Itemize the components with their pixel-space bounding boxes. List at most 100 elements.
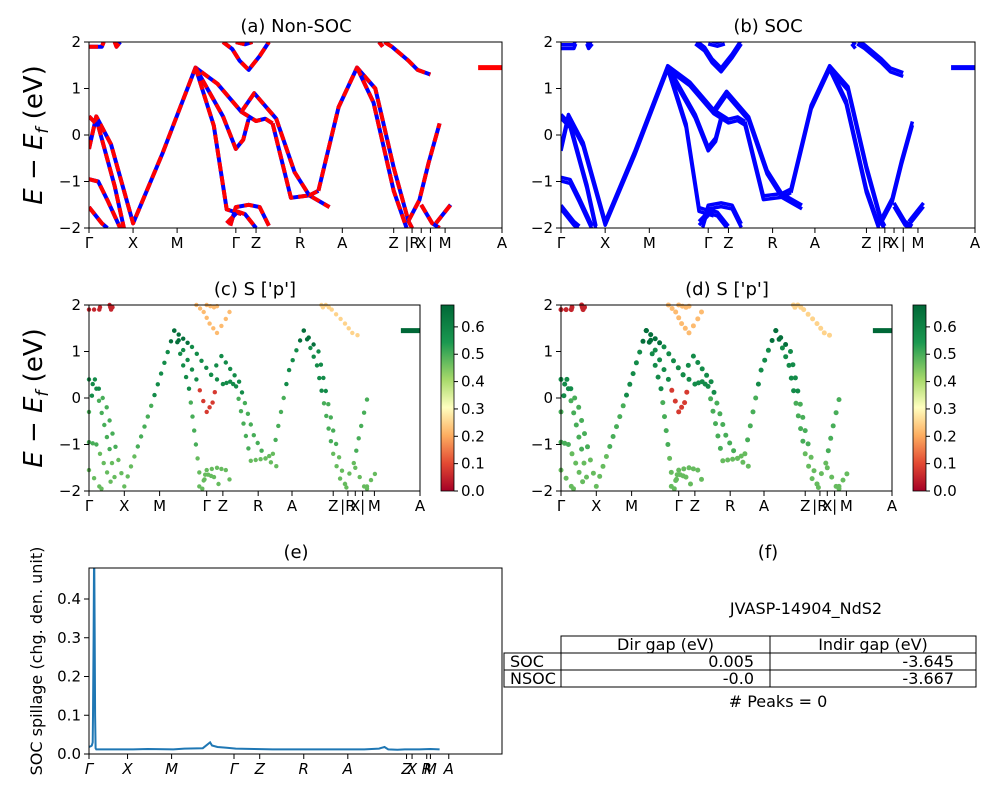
panel-d-point: [679, 321, 685, 327]
panel-b-band: [743, 121, 803, 207]
panel-d-point: [762, 357, 768, 363]
panel-c-point: [193, 442, 199, 447]
panel-d-point: [681, 466, 687, 472]
panel-d-point: [801, 307, 807, 313]
panel-c-point: [318, 362, 324, 367]
panel-d-point: [579, 446, 585, 452]
panel-b-xtick-label: A: [970, 234, 981, 252]
panel-a-band-down: [383, 42, 432, 77]
panel-c-point: [125, 474, 130, 479]
panel-d-title: (d) S ['p']: [685, 279, 769, 300]
panel-c-point: [336, 455, 342, 460]
panel-d-colorbar-label: 0.4: [933, 373, 957, 391]
panel-c-point: [359, 423, 364, 429]
panel-c-point: [212, 390, 217, 395]
panel-c-xtick-label: M: [368, 497, 381, 515]
panel-c-point: [236, 396, 241, 401]
panel-c-point: [96, 398, 102, 403]
panel-d-point: [715, 433, 721, 439]
panel-c-ytick-label: 0: [71, 389, 81, 407]
panel-d-xtick-label: A: [887, 497, 898, 515]
panel-c-point: [192, 428, 197, 433]
panel-d-point: [630, 371, 636, 377]
panel-d-point: [665, 442, 671, 447]
panel-d-point: [585, 444, 590, 450]
panel-b-band: [856, 42, 904, 75]
panel-c-point: [197, 306, 203, 311]
panel-d-point: [713, 421, 718, 427]
panel-c-point: [186, 386, 192, 391]
panel-c-point: [119, 471, 124, 476]
panel-c-xtick-label: R: [253, 497, 263, 515]
panel-d-point: [792, 304, 798, 310]
panel-c-point: [91, 476, 97, 481]
panel-c-point: [354, 448, 359, 453]
panel-d-point: [561, 393, 567, 399]
panel-c-point: [267, 453, 272, 459]
panel-d-colorbar-label: 0.6: [933, 318, 957, 336]
panel-c-point: [207, 405, 212, 410]
panel-c-point: [319, 388, 324, 393]
panel-d-point: [675, 365, 681, 371]
panel-d-point: [720, 422, 726, 427]
panel-d-point: [686, 465, 692, 471]
panel-d-point: [590, 470, 596, 476]
panel-c-point: [97, 305, 103, 310]
panel-a-band-down: [225, 209, 258, 228]
panel-b-band: [561, 175, 594, 227]
panel-c-point: [194, 377, 199, 382]
panel-b-band: [907, 205, 925, 227]
panel-c-point: [155, 382, 160, 387]
panel-d-point: [825, 448, 831, 454]
panel-e-xtick-label: R: [299, 760, 309, 778]
panel-c-point: [321, 401, 327, 406]
panel-d-point: [680, 372, 686, 378]
panel-c-point: [263, 456, 268, 461]
panel-c-point: [239, 390, 245, 395]
panel-d-point: [658, 386, 664, 392]
panel-d-point: [808, 454, 814, 460]
panel-d-ytick-label: −1: [531, 436, 553, 454]
panel-b-band: [712, 89, 792, 196]
panel-d-point: [688, 481, 693, 487]
panel-a-band-down: [406, 220, 414, 228]
panel-c-point: [197, 388, 202, 393]
panel-d-point: [800, 414, 806, 420]
panel-d-point: [773, 328, 779, 334]
panel-c-point: [190, 414, 195, 419]
panel-c-point: [223, 316, 228, 322]
panel-d-point: [671, 358, 676, 364]
panel-c-point: [342, 481, 348, 487]
panel-d-point: [652, 362, 658, 368]
panel-f-title: (f): [758, 542, 778, 563]
panel-d-point: [790, 362, 796, 368]
panel-c-xtick-label: A: [415, 497, 426, 515]
panel-d-point: [686, 330, 692, 336]
panel-d-point: [738, 453, 744, 459]
panel-c-point: [286, 367, 292, 373]
panel-d-point: [836, 397, 842, 403]
panel-e-xtick-label: Z: [254, 760, 266, 778]
panel-d-point: [655, 374, 661, 380]
panel-e-ylabel: SOC spillage (chg. den. unit): [27, 547, 46, 776]
panel-d-point: [829, 474, 835, 480]
panel-a-band-down: [377, 42, 385, 48]
panel-d-point: [731, 448, 737, 454]
panel-c-point: [168, 339, 174, 344]
panel-d-point: [679, 404, 685, 410]
panel-c-point: [329, 307, 334, 312]
panel-c-point: [219, 466, 224, 472]
panel-a-xtick-label: Z: [251, 234, 261, 252]
panel-d-point: [805, 441, 811, 447]
panel-c-point: [347, 471, 352, 476]
panel-d-colorbar: [912, 304, 927, 492]
panel-d-point: [815, 485, 821, 490]
panel-c-colorbar-label: 0.6: [461, 318, 485, 336]
panel-c-colorbar-label: 0.2: [461, 427, 485, 445]
panel-c-point: [104, 405, 109, 410]
panel-d-point: [563, 307, 569, 313]
panel-b-xtick-label: Z: [861, 234, 871, 252]
panel-d-colorbar-label: 0.3: [933, 400, 957, 418]
panel-a-band-up: [239, 91, 320, 198]
panel-d-point: [714, 400, 720, 406]
